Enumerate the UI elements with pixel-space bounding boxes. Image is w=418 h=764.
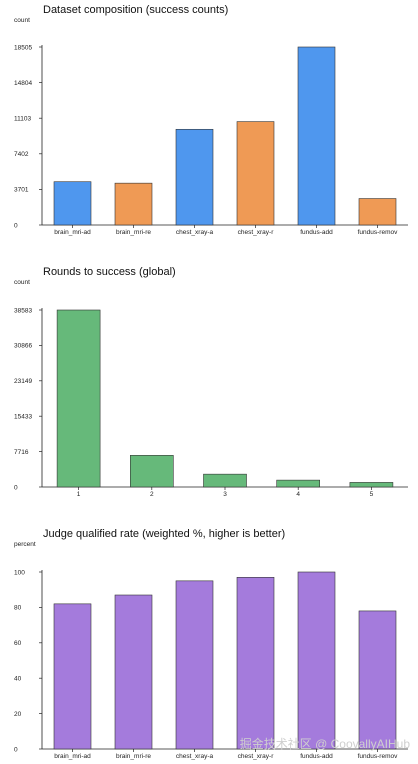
watermark-text: 掘金技术社区 @ CoovallyAIHub xyxy=(239,737,410,751)
x-tick-label: chest_xray-a xyxy=(176,753,214,760)
x-tick-label: brain_mri-re xyxy=(116,229,151,236)
x-tick-label: brain_mri-re xyxy=(116,753,151,760)
bar xyxy=(236,121,275,226)
bar xyxy=(203,473,247,488)
y-tick-label: 80 xyxy=(14,605,22,612)
bar xyxy=(175,580,214,750)
bar xyxy=(349,482,394,488)
y-tick-label: 0 xyxy=(14,484,18,491)
bar xyxy=(276,479,321,488)
y-tick-label: 40 xyxy=(14,676,22,683)
y-tick-label: 7402 xyxy=(14,151,29,158)
x-tick-label: 3 xyxy=(223,491,227,498)
chart-title: Dataset composition (success counts) xyxy=(43,4,229,16)
y-axis-label: count xyxy=(14,279,30,286)
bar xyxy=(53,603,92,750)
rounds-to-success-chart: Rounds to success (global) count 0 7716 15… xyxy=(0,262,418,510)
dataset-composition-chart: Dataset composition (success counts) cou… xyxy=(0,0,418,255)
judge-qualified-rate-chart: Judge qualified rate (weighted %, higher… xyxy=(0,524,418,764)
y-tick-label: 0 xyxy=(14,222,18,229)
y-tick-label: 20 xyxy=(14,711,22,718)
chart-plot: 0 20 40 60 80 100 brain_mri-ad brain_mri-re ches… xyxy=(14,569,408,760)
x-tick-label: chest_xray-r xyxy=(238,229,275,236)
y-tick-label: 30866 xyxy=(14,343,32,350)
y-tick-label: 14804 xyxy=(14,80,32,87)
bar xyxy=(175,128,214,226)
x-tick-label: fundus-remov xyxy=(358,229,398,236)
x-tick-label: 5 xyxy=(370,491,374,498)
y-axis-label: count xyxy=(14,17,30,24)
y-tick-label: 7716 xyxy=(14,449,29,456)
chart-title: Rounds to success (global) xyxy=(43,266,176,278)
y-tick-label: 100 xyxy=(14,569,25,576)
x-tick-label: 2 xyxy=(150,491,154,498)
y-tick-label: 3701 xyxy=(14,187,29,194)
chart-plot: 0 3701 7402 11103 14804 18505 brain_mri-ad brai… xyxy=(14,44,408,236)
bar xyxy=(56,309,101,488)
y-tick-label: 60 xyxy=(14,640,22,647)
y-tick-label: 18505 xyxy=(14,44,32,51)
bar xyxy=(53,181,92,226)
bar xyxy=(114,182,153,226)
x-tick-label: fundus-remov xyxy=(358,753,398,760)
x-tick-label: chest_xray-a xyxy=(176,229,214,236)
x-tick-label: 1 xyxy=(77,491,81,498)
y-tick-label: 0 xyxy=(14,746,18,753)
x-tick-label: brain_mri-ad xyxy=(54,229,91,236)
y-tick-label: 23149 xyxy=(14,378,32,385)
y-tick-label: 15433 xyxy=(14,414,32,421)
y-tick-label: 38583 xyxy=(14,307,32,314)
x-tick-label: fundus-add xyxy=(300,229,333,236)
chart-title: Judge qualified rate (weighted %, higher… xyxy=(43,528,286,540)
bar xyxy=(114,594,153,750)
x-tick-label: brain_mri-ad xyxy=(54,753,91,760)
x-tick-label: 4 xyxy=(296,491,300,498)
chart-plot: 0 7716 15433 23149 30866 38583 1 2 3 4 5 xyxy=(14,307,408,498)
bar xyxy=(236,577,275,750)
bar xyxy=(297,46,336,226)
bar xyxy=(358,610,397,750)
y-axis-label: percent xyxy=(14,541,36,548)
bar xyxy=(297,571,336,750)
bar xyxy=(130,455,174,488)
x-tick-label: chest_xray-r xyxy=(238,753,275,760)
y-tick-label: 11103 xyxy=(14,116,31,123)
bar xyxy=(358,198,397,226)
x-tick-label: fundus-add xyxy=(300,753,333,760)
